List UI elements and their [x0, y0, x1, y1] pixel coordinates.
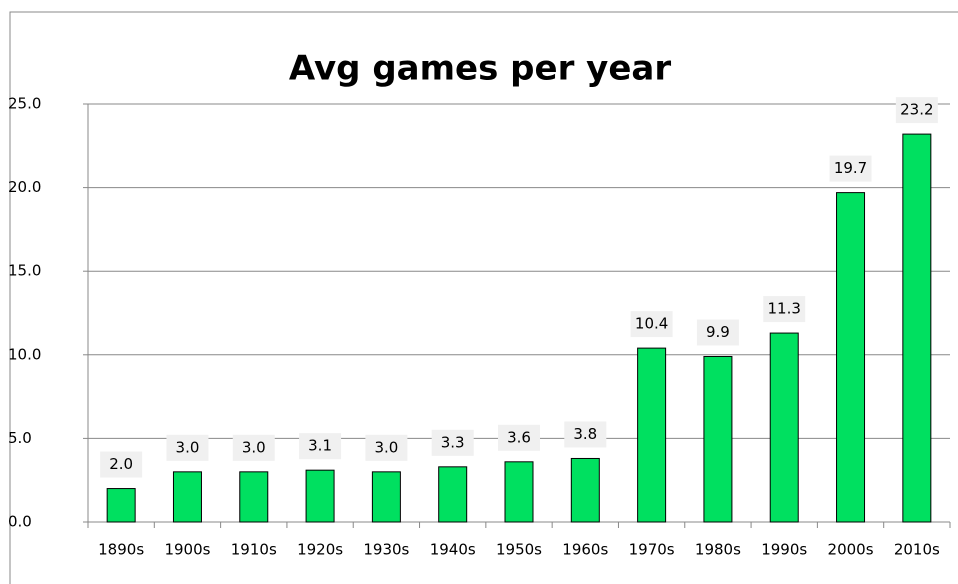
bar — [106, 488, 136, 523]
y-tick-label: 0.0 — [8, 513, 32, 531]
bar — [703, 355, 733, 523]
x-tick-label: 1980s — [695, 541, 741, 559]
value-label: 3.0 — [242, 438, 266, 456]
x-tick-label: 2000s — [828, 541, 874, 559]
value-label-bg — [895, 97, 938, 124]
bar — [371, 471, 401, 523]
chart-border — [9, 11, 958, 584]
value-label-bg — [696, 319, 739, 346]
value-label: 2.0 — [109, 455, 133, 473]
bar — [239, 471, 269, 523]
value-label-bg — [100, 451, 143, 478]
value-label: 3.3 — [441, 433, 465, 451]
bar — [570, 457, 600, 523]
value-label: 3.1 — [308, 437, 332, 455]
bar — [438, 466, 468, 523]
value-label-bg — [630, 311, 673, 338]
bar — [836, 192, 866, 523]
bar — [637, 347, 667, 523]
y-tick-label: 25.0 — [8, 95, 41, 113]
value-label: 3.8 — [573, 425, 597, 443]
x-tick-label: 2010s — [894, 541, 940, 559]
x-tick-label: 1900s — [164, 541, 210, 559]
bar — [769, 332, 799, 523]
value-label-bg — [763, 296, 806, 323]
y-tick-label: 15.0 — [8, 262, 41, 280]
value-label: 3.6 — [507, 428, 531, 446]
chart-title: Avg games per year — [289, 49, 671, 89]
bar — [902, 133, 932, 523]
y-tick-label: 20.0 — [8, 178, 41, 196]
y-tick-label: 10.0 — [8, 345, 41, 363]
x-tick-label: 1930s — [363, 541, 409, 559]
value-label: 11.3 — [768, 300, 801, 318]
bar — [172, 471, 202, 523]
value-label-bg — [431, 429, 474, 456]
x-tick-label: 1940s — [430, 541, 476, 559]
value-label: 19.7 — [834, 159, 867, 177]
x-tick-label: 1990s — [761, 541, 807, 559]
value-label: 23.2 — [900, 101, 933, 119]
value-label: 3.0 — [176, 438, 200, 456]
value-label-bg — [232, 434, 275, 461]
y-tick-label: 5.0 — [8, 429, 32, 447]
x-tick-label: 1910s — [231, 541, 277, 559]
value-label-bg — [166, 434, 209, 461]
value-label-bg — [829, 155, 872, 182]
bar — [305, 469, 335, 523]
value-label-bg — [564, 421, 607, 448]
value-label-bg — [299, 433, 342, 460]
value-label-bg — [365, 434, 408, 461]
x-tick-label: 1970s — [629, 541, 675, 559]
value-label: 3.0 — [374, 438, 398, 456]
x-tick-label: 1890s — [98, 541, 144, 559]
bar — [504, 461, 534, 523]
x-tick-label: 1920s — [297, 541, 343, 559]
value-label: 10.4 — [635, 315, 668, 333]
x-tick-label: 1960s — [562, 541, 608, 559]
value-label-bg — [498, 424, 540, 451]
value-label: 9.9 — [706, 323, 730, 341]
x-tick-label: 1950s — [496, 541, 542, 559]
